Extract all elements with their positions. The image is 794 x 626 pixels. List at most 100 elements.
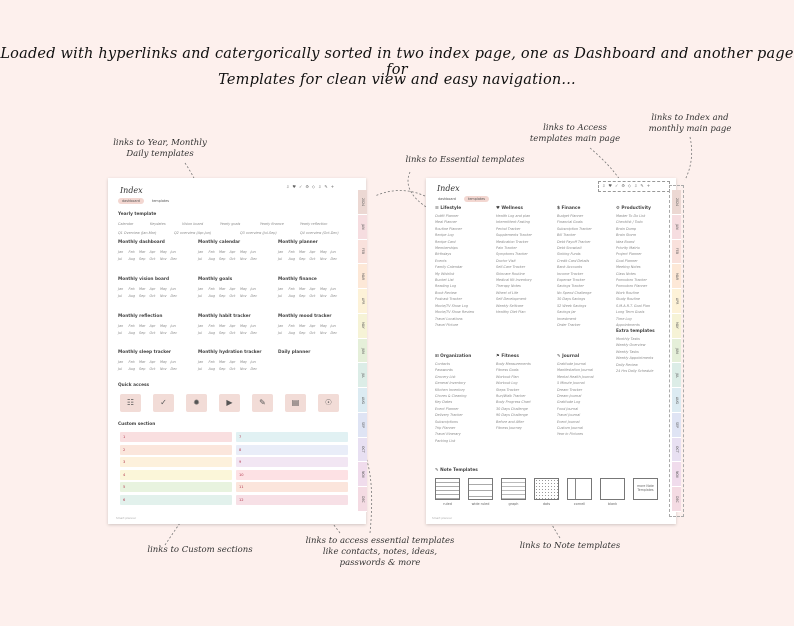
month-link[interactable]: Oct <box>229 330 236 335</box>
template-link[interactable]: Work Routine <box>616 290 639 295</box>
month-link[interactable]: Apr <box>149 287 156 291</box>
month-link[interactable]: Jan <box>118 287 124 291</box>
month-link[interactable]: Dec <box>170 366 178 371</box>
month-link[interactable]: Jan <box>118 324 124 328</box>
month-link[interactable]: Mar <box>139 324 146 328</box>
month-link[interactable]: Aug <box>128 256 136 261</box>
month-link[interactable]: Sep <box>139 293 146 298</box>
template-link[interactable]: Dream Journal <box>557 394 582 399</box>
plus-icon[interactable]: + <box>330 184 335 189</box>
template-link[interactable]: 5 Minute Journal <box>557 381 585 386</box>
template-link[interactable]: Self Development <box>496 297 527 302</box>
pen-icon[interactable]: ✎ <box>640 183 644 188</box>
template-link[interactable]: Run/Walk Tracker <box>496 394 526 399</box>
plus-icon[interactable]: + <box>646 183 651 188</box>
month-link[interactable]: Jan <box>278 250 284 254</box>
month-link[interactable]: Sep <box>299 256 306 261</box>
month-link[interactable]: Mar <box>219 324 226 328</box>
template-link[interactable]: Debt Payoff Tracker <box>557 239 591 244</box>
tab-dashboard[interactable]: dashboard <box>438 197 456 201</box>
month-link[interactable]: Dec <box>250 330 258 335</box>
side-tab-may[interactable]: MAY <box>672 313 681 339</box>
custom-section-item[interactable]: 10 <box>236 469 348 480</box>
month-link[interactable]: Jul <box>118 330 123 335</box>
month-link[interactable]: Mar <box>139 287 146 291</box>
month-link[interactable]: May <box>240 324 248 328</box>
yearly-link[interactable]: Yearly finance <box>260 222 284 226</box>
month-link[interactable]: Jun <box>250 324 256 328</box>
side-tab-2024[interactable]: 2024 <box>358 190 367 215</box>
template-link[interactable]: Master To Do List <box>616 214 646 218</box>
template-link[interactable]: Idea Board <box>616 239 635 244</box>
yearly-link[interactable]: Calendar <box>118 222 134 226</box>
template-link[interactable]: Kitchen Inventory <box>435 387 466 392</box>
side-tab-jan[interactable]: JAN <box>672 214 681 240</box>
month-link[interactable]: Apr <box>309 324 316 328</box>
template-link[interactable]: 30 Days Savings <box>557 297 586 302</box>
month-link[interactable]: Mar <box>219 287 226 291</box>
template-link[interactable]: Body Measurements <box>496 362 531 366</box>
month-link[interactable]: Jun <box>330 250 336 254</box>
template-link[interactable]: My Wishlist <box>435 271 455 276</box>
month-link[interactable]: Feb <box>128 287 135 291</box>
month-link[interactable]: Aug <box>288 293 296 298</box>
food-icon[interactable]: ☉ <box>318 394 339 412</box>
month-link[interactable]: Feb <box>128 360 135 364</box>
download-icon[interactable]: ⇩ <box>633 183 638 188</box>
note-template[interactable]: cornell <box>567 478 592 506</box>
month-link[interactable]: Feb <box>288 287 295 291</box>
month-link[interactable]: Aug <box>208 256 216 261</box>
month-link[interactable]: Sep <box>219 293 226 298</box>
template-link[interactable]: Trip Planner <box>435 426 456 431</box>
template-link[interactable]: Reading Log <box>435 284 457 289</box>
side-tab-jan[interactable]: JAN <box>358 214 367 240</box>
month-link[interactable]: Aug <box>128 293 136 298</box>
tab-templates[interactable]: templates <box>152 199 170 203</box>
template-link[interactable]: Weekly Overview <box>616 343 646 348</box>
template-link[interactable]: Family Calendar <box>435 265 463 270</box>
template-link[interactable]: Birthdays <box>435 252 452 257</box>
month-link[interactable]: Jun <box>250 250 256 254</box>
template-link[interactable]: Bill Tracker <box>557 233 576 238</box>
template-link[interactable]: Order Tracker <box>557 322 581 327</box>
month-link[interactable]: Apr <box>309 287 316 291</box>
month-link[interactable]: Mar <box>299 287 306 291</box>
template-link[interactable]: Meal Planner <box>435 220 457 225</box>
template-link[interactable]: Checklist / Todo <box>616 220 643 225</box>
template-link[interactable]: Memberships <box>435 246 458 251</box>
template-link[interactable]: Savings Tracker <box>557 284 584 289</box>
template-link[interactable]: Supplements Tracker <box>496 233 532 238</box>
month-link[interactable]: Jan <box>198 287 204 291</box>
template-link[interactable]: Monthly Tasks <box>616 337 640 341</box>
diamond-icon[interactable]: ◇ <box>627 183 631 188</box>
month-link[interactable]: May <box>320 287 328 291</box>
month-link[interactable]: Oct <box>309 256 316 261</box>
template-link[interactable]: S.M.A.R.T. Goal Plan <box>616 303 650 308</box>
template-link[interactable]: Weekly Selfcare <box>496 303 524 308</box>
month-link[interactable]: Feb <box>288 324 295 328</box>
month-link[interactable]: Oct <box>149 366 156 371</box>
note-template[interactable]: dots <box>534 478 559 506</box>
check-icon[interactable]: ✓ <box>614 183 619 188</box>
template-link[interactable]: Meeting Notes <box>616 265 641 270</box>
month-link[interactable]: Jan <box>198 250 204 254</box>
template-link[interactable]: Packing List <box>435 438 456 443</box>
month-link[interactable]: Oct <box>229 366 236 371</box>
template-link[interactable]: Movie/TV Show Log <box>435 303 468 308</box>
month-link[interactable]: Jan <box>118 360 124 364</box>
month-link[interactable]: Jul <box>118 293 123 298</box>
month-link[interactable]: Jul <box>198 366 203 371</box>
template-link[interactable]: Weekly Appointments <box>616 356 654 361</box>
template-link[interactable]: Self-Care Tracker <box>496 265 526 270</box>
template-link[interactable]: Recipe Log <box>435 233 454 238</box>
side-tab-oct[interactable]: OCT <box>358 437 367 463</box>
template-link[interactable]: 24 Hrs Daily Schedule <box>616 369 654 374</box>
heart-icon[interactable]: ♥ <box>292 184 296 189</box>
month-link[interactable]: Nov <box>240 293 247 298</box>
template-link[interactable]: Time Log <box>616 316 632 321</box>
template-link[interactable]: General Inventory <box>435 381 466 386</box>
month-link[interactable]: Mar <box>299 250 306 254</box>
month-link[interactable]: May <box>160 360 168 364</box>
month-link[interactable]: Feb <box>288 250 295 254</box>
month-link[interactable]: Sep <box>299 330 306 335</box>
